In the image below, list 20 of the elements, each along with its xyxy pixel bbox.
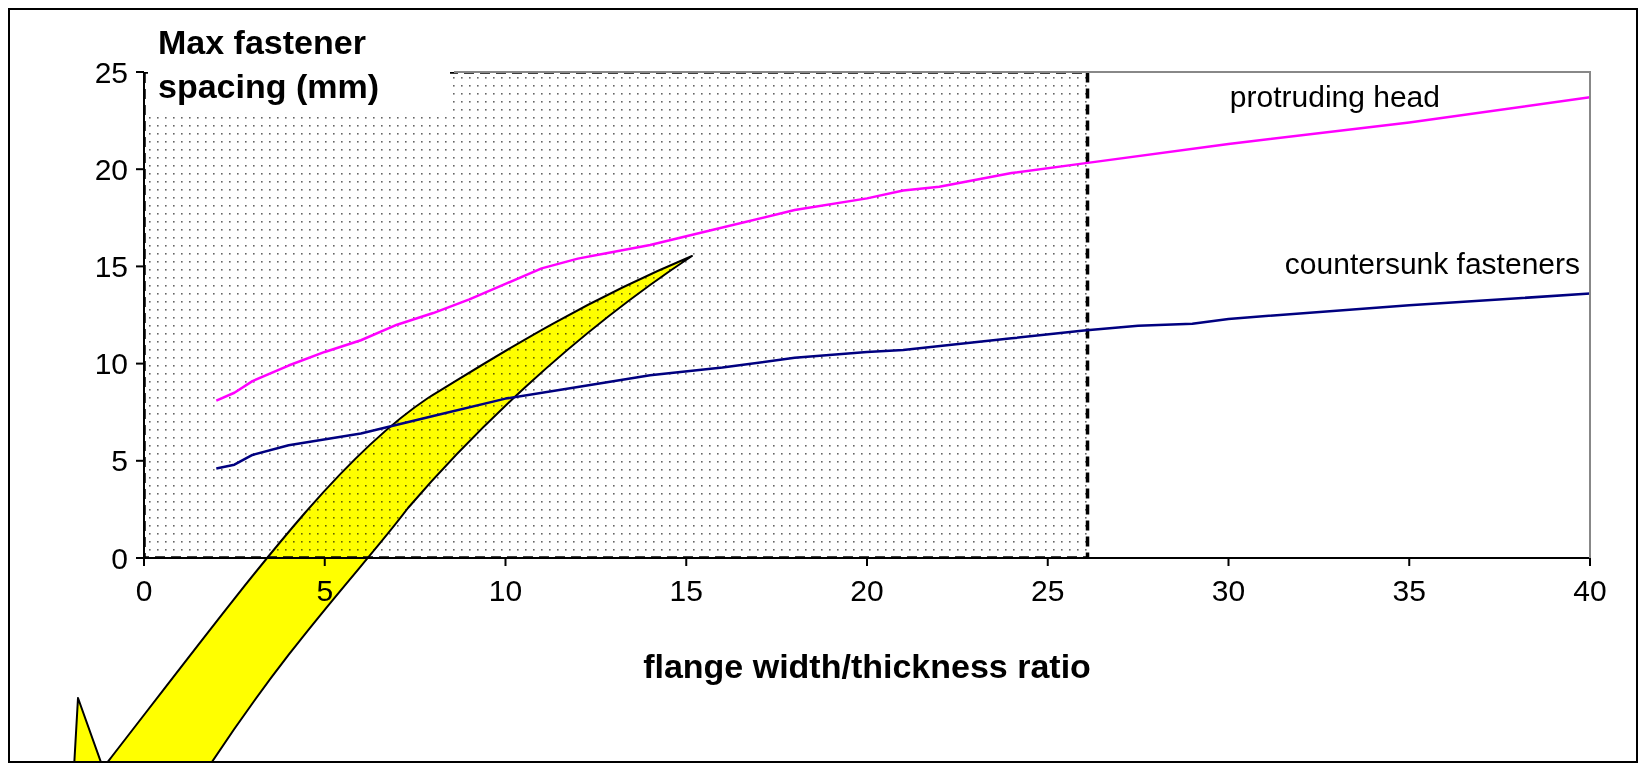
- y-tick-label: 15: [94, 250, 128, 284]
- x-tick-label: 15: [669, 574, 703, 608]
- y-axis-title: Max fastener spacing (mm): [158, 23, 380, 105]
- y-tick-label: 5: [111, 444, 128, 478]
- x-axis-title: flange width/thickness ratio: [643, 647, 1091, 685]
- line-series: [215, 292, 1590, 470]
- x-tick-label: 25: [1031, 574, 1065, 608]
- y-tick-label: 20: [94, 152, 128, 186]
- x-tick-label: 40: [1573, 574, 1607, 608]
- series-label: protruding head: [1229, 80, 1440, 114]
- x-tick-label: 10: [488, 574, 523, 608]
- y-tick-label: 0: [111, 541, 128, 575]
- x-tick-label: 20: [850, 574, 884, 608]
- series-label: countersunk fasteners: [1284, 246, 1580, 280]
- x-tick-label: 35: [1392, 574, 1426, 608]
- y-tick-label: 10: [94, 347, 128, 381]
- y-tick-label: 25: [94, 55, 128, 89]
- x-tick-label: 5: [316, 574, 334, 608]
- x-tick-label: 0: [135, 574, 153, 608]
- x-tick-label: 30: [1211, 574, 1246, 608]
